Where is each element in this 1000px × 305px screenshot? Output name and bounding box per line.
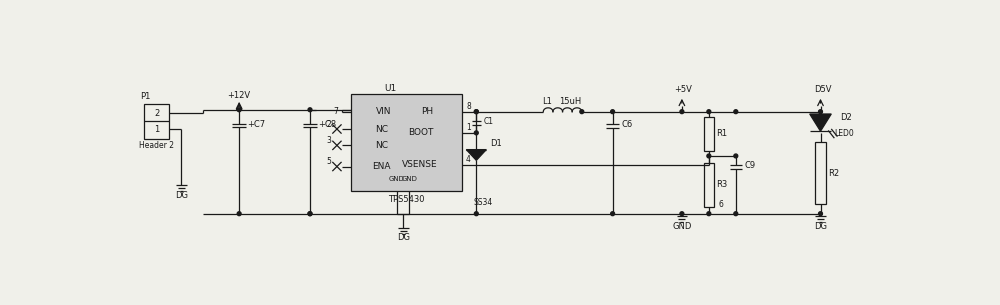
- Text: Header 2: Header 2: [139, 141, 174, 150]
- Text: D5V: D5V: [814, 85, 832, 94]
- Text: DG: DG: [814, 221, 827, 231]
- Text: L1: L1: [542, 97, 552, 106]
- Text: GND: GND: [389, 176, 405, 182]
- Text: C6: C6: [621, 120, 632, 129]
- Circle shape: [237, 108, 241, 112]
- Text: U1: U1: [384, 84, 396, 93]
- Circle shape: [474, 131, 478, 135]
- Bar: [704, 117, 714, 151]
- Text: 6: 6: [719, 200, 724, 209]
- Circle shape: [707, 154, 711, 158]
- Text: SS34: SS34: [473, 199, 492, 207]
- Text: C9: C9: [744, 161, 755, 170]
- Text: 8: 8: [466, 102, 471, 111]
- Text: +5V: +5V: [675, 85, 692, 94]
- Circle shape: [819, 212, 822, 216]
- Text: NC: NC: [375, 141, 388, 150]
- Circle shape: [308, 212, 312, 216]
- Text: 5: 5: [327, 157, 332, 167]
- Text: BOOT: BOOT: [408, 128, 433, 137]
- Polygon shape: [466, 149, 486, 160]
- Circle shape: [734, 110, 738, 113]
- Polygon shape: [810, 114, 831, 131]
- Text: PH: PH: [421, 107, 433, 116]
- Bar: [144, 104, 169, 139]
- Text: 4: 4: [465, 155, 470, 164]
- Circle shape: [580, 110, 584, 113]
- Circle shape: [474, 110, 478, 113]
- Text: DG: DG: [175, 191, 188, 200]
- Text: 2: 2: [154, 109, 159, 118]
- Text: 3: 3: [327, 136, 332, 145]
- Text: VIN: VIN: [375, 107, 391, 116]
- Text: +12V: +12V: [228, 92, 251, 100]
- Text: D1: D1: [490, 139, 502, 148]
- Text: 15uH: 15uH: [559, 97, 581, 106]
- Text: C1: C1: [483, 117, 493, 126]
- Text: R3: R3: [716, 180, 727, 189]
- Circle shape: [734, 154, 738, 158]
- Circle shape: [308, 108, 312, 112]
- Circle shape: [707, 110, 711, 113]
- Circle shape: [707, 212, 711, 216]
- Text: 2: 2: [327, 120, 332, 129]
- Bar: [704, 163, 714, 207]
- Circle shape: [308, 212, 312, 216]
- Text: ENA: ENA: [372, 162, 391, 171]
- Circle shape: [734, 212, 738, 216]
- Circle shape: [819, 110, 822, 113]
- Circle shape: [237, 212, 241, 216]
- Circle shape: [680, 110, 684, 113]
- Bar: [815, 142, 826, 204]
- Text: P1: P1: [141, 92, 151, 101]
- Text: D2: D2: [841, 113, 852, 122]
- Circle shape: [474, 110, 478, 113]
- Text: 7: 7: [333, 107, 338, 116]
- Text: GND: GND: [401, 176, 417, 182]
- Circle shape: [611, 110, 615, 113]
- Text: 1: 1: [466, 123, 471, 132]
- Text: DG: DG: [397, 233, 410, 242]
- Text: +C8: +C8: [318, 120, 337, 129]
- Text: VSENSE: VSENSE: [402, 160, 438, 169]
- Bar: [351, 94, 462, 191]
- Text: NC: NC: [375, 124, 388, 134]
- Text: GND: GND: [672, 221, 692, 231]
- Circle shape: [611, 212, 615, 216]
- Text: 1: 1: [154, 125, 159, 134]
- Text: R1: R1: [716, 129, 727, 138]
- Circle shape: [680, 212, 684, 216]
- Text: R2: R2: [828, 169, 839, 178]
- Text: +C7: +C7: [248, 120, 266, 129]
- Text: TPS5430: TPS5430: [388, 195, 425, 203]
- Circle shape: [474, 212, 478, 216]
- Text: LED0: LED0: [834, 129, 854, 138]
